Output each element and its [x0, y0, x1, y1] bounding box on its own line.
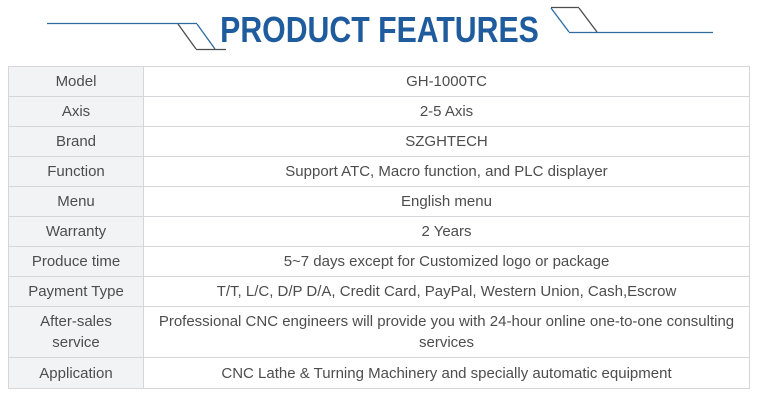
table-row: Brand SZGHTECH — [9, 127, 749, 157]
table-row: Payment Type T/T, L/C, D/P D/A, Credit C… — [9, 277, 749, 307]
row-label: After-sales service — [9, 307, 144, 357]
row-label: Axis — [9, 97, 144, 126]
row-value: Support ATC, Macro function, and PLC dis… — [144, 157, 749, 186]
row-value: SZGHTECH — [144, 127, 749, 156]
product-features-table: Model GH-1000TC Axis 2-5 Axis Brand SZGH… — [8, 66, 750, 389]
table-row: Model GH-1000TC — [9, 67, 749, 97]
page-header: PRODUCT FEATURES — [0, 0, 759, 60]
row-value: GH-1000TC — [144, 67, 749, 96]
table-row: Produce time 5~7 days except for Customi… — [9, 247, 749, 277]
row-label: Function — [9, 157, 144, 186]
table-row: Axis 2-5 Axis — [9, 97, 749, 127]
right-dark-slash — [578, 7, 598, 33]
row-label: Menu — [9, 187, 144, 216]
row-label: Payment Type — [9, 277, 144, 306]
row-label: Warranty — [9, 217, 144, 246]
left-blue-slash — [196, 23, 216, 50]
row-label: Produce time — [9, 247, 144, 276]
page-title: PRODUCT FEATURES — [220, 9, 539, 50]
left-dark-slash — [177, 23, 197, 50]
row-value: 5~7 days except for Customized logo or p… — [144, 247, 749, 276]
table-row: Menu English menu — [9, 187, 749, 217]
row-value: CNC Lathe & Turning Machinery and specia… — [144, 358, 749, 388]
row-value: 2 Years — [144, 217, 749, 246]
row-value: English menu — [144, 187, 749, 216]
table-row: Warranty 2 Years — [9, 217, 749, 247]
row-label: Brand — [9, 127, 144, 156]
table-row: Function Support ATC, Macro function, an… — [9, 157, 749, 187]
row-value: T/T, L/C, D/P D/A, Credit Card, PayPal, … — [144, 277, 749, 306]
row-value: Professional CNC engineers will provide … — [144, 307, 749, 357]
table-row: Application CNC Lathe & Turning Machiner… — [9, 358, 749, 388]
row-label: Application — [9, 358, 144, 388]
row-value: 2-5 Axis — [144, 97, 749, 126]
right-blue-slash — [550, 7, 570, 33]
header-decoration-lines — [47, 6, 713, 51]
table-row: After-sales service Professional CNC eng… — [9, 307, 749, 358]
row-label: Model — [9, 67, 144, 96]
